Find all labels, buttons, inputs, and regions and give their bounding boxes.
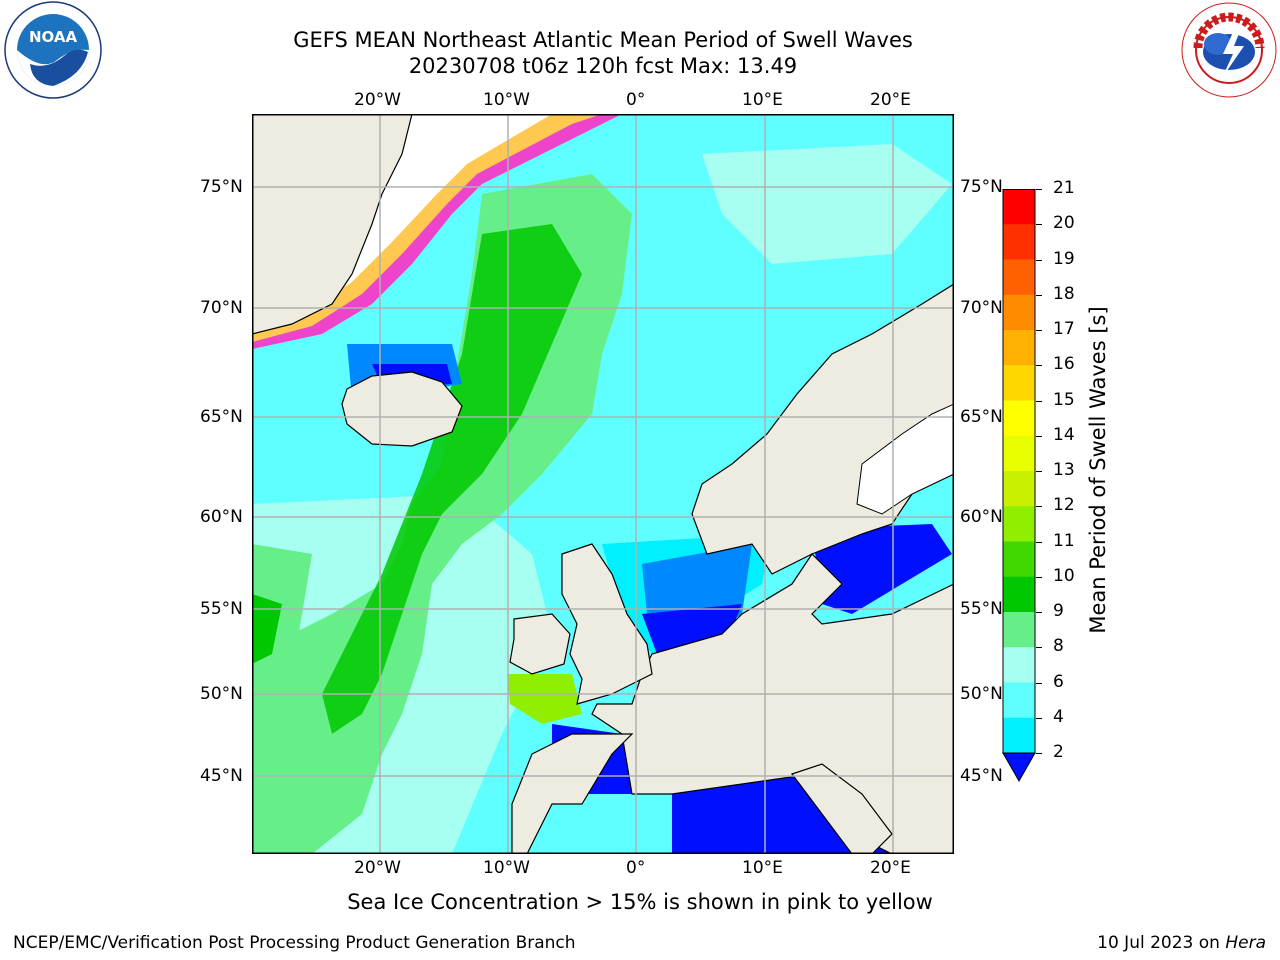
lon-label-top: 10°W <box>483 90 530 110</box>
colorbar <box>1002 189 1036 784</box>
colorbar-tick-mark <box>1036 506 1042 508</box>
colorbar-tick-mark <box>1036 471 1042 472</box>
colorbar-segment <box>1003 365 1035 401</box>
lon-label-bottom: 20°E <box>870 858 911 878</box>
colorbar-tick-mark <box>1036 294 1042 296</box>
colorbar-tick-label: 19 <box>1053 248 1075 269</box>
lat-label-left: 65°N <box>200 407 243 427</box>
colorbar-label: Mean Period of Swell Waves [s] <box>1086 306 1110 634</box>
colorbar-segment <box>1003 612 1035 648</box>
colorbar-tick-label: 9 <box>1053 601 1064 621</box>
colorbar-tick-label: 14 <box>1053 424 1075 445</box>
colorbar-tick-mark <box>1036 224 1042 226</box>
colorbar-extend-arrow <box>1002 752 1036 783</box>
colorbar-tick-mark <box>1036 576 1042 578</box>
colorbar-tick-mark <box>1036 435 1042 437</box>
lat-label-right: 75°N <box>960 177 1003 197</box>
noaa-logo: NOAA <box>2 0 104 100</box>
colorbar-tick-mark <box>1036 189 1042 190</box>
colorbar-tick-label: 12 <box>1053 495 1075 516</box>
colorbar-tick-mark <box>1036 259 1042 261</box>
lat-label-right: 65°N <box>960 407 1003 427</box>
sea-ice-note: Sea Ice Concentration > 15% is shown in … <box>347 890 933 914</box>
colorbar-segment <box>1003 435 1035 472</box>
colorbar-segment <box>1003 647 1035 683</box>
lat-label-right: 60°N <box>960 507 1003 527</box>
colorbar-tick-label: 20 <box>1053 213 1075 234</box>
colorbar-tick-label: 4 <box>1053 706 1064 727</box>
colorbar-tick-mark <box>1036 612 1042 613</box>
colorbar-segment <box>1003 294 1035 331</box>
colorbar-tick-mark <box>1036 400 1042 402</box>
colorbar-tick-mark <box>1036 682 1042 684</box>
colorbar-tick-label: 2 <box>1053 742 1064 762</box>
lat-label-left: 45°N <box>200 766 243 786</box>
colorbar-segment <box>1003 471 1035 507</box>
colorbar-segment <box>1003 224 1035 260</box>
colorbar-tick-label: 16 <box>1053 354 1075 375</box>
colorbar-segment <box>1003 682 1035 719</box>
colorbar-segment <box>1003 541 1035 578</box>
lat-label-right: 50°N <box>960 684 1003 704</box>
colorbar-tick-label: 8 <box>1053 636 1064 657</box>
colorbar-tick-label: 18 <box>1053 283 1075 304</box>
lat-label-right: 55°N <box>960 599 1003 619</box>
colorbar-tick-mark <box>1036 753 1042 754</box>
lat-label-left: 75°N <box>200 177 243 197</box>
colorbar-segment <box>1003 506 1035 542</box>
footer-date-text: 10 Jul 2023 on <box>1097 933 1226 953</box>
lat-label-left: 70°N <box>200 298 243 318</box>
colorbar-tick-label: 11 <box>1053 530 1075 551</box>
footer-date: 10 Jul 2023 on Hera <box>1097 933 1266 953</box>
lon-label-top: 10°E <box>742 90 783 110</box>
colorbar-tick-mark <box>1036 365 1042 367</box>
svg-text:NOAA: NOAA <box>29 28 78 46</box>
lon-label-bottom: 20°W <box>354 858 401 878</box>
colorbar-border <box>1002 189 1036 754</box>
map-subtitle: 20230708 t06z 120h fcst Max: 13.49 <box>408 54 798 78</box>
footer-host: Hera <box>1225 933 1266 953</box>
colorbar-segment <box>1003 330 1035 366</box>
colorbar-tick-label: 21 <box>1053 178 1075 198</box>
colorbar-tick-label: 10 <box>1053 565 1075 586</box>
lon-label-bottom: 10°W <box>483 858 530 878</box>
colorbar-tick-mark <box>1036 717 1042 719</box>
colorbar-tick-mark <box>1036 647 1042 649</box>
swell-period-map <box>251 113 955 855</box>
lon-label-bottom: 10°E <box>742 858 783 878</box>
colorbar-segment <box>1003 259 1035 296</box>
colorbar-tick-mark <box>1036 541 1042 543</box>
colorbar-segment <box>1003 189 1035 225</box>
colorbar-tick-label: 15 <box>1053 389 1075 410</box>
lat-label-left: 50°N <box>200 684 243 704</box>
lon-label-top: 0° <box>626 90 646 110</box>
lat-label-left: 60°N <box>200 507 243 527</box>
colorbar-segment <box>1003 576 1035 613</box>
lat-label-left: 55°N <box>200 599 243 619</box>
map-title: GEFS MEAN Northeast Atlantic Mean Period… <box>293 28 913 52</box>
colorbar-segment <box>1003 717 1035 754</box>
lon-label-top: 20°W <box>354 90 401 110</box>
lat-label-right: 70°N <box>960 298 1003 318</box>
lon-label-bottom: 0° <box>626 858 646 878</box>
colorbar-tick-label: 6 <box>1053 671 1064 692</box>
colorbar-tick-mark <box>1036 330 1042 331</box>
footer-credit: NCEP/EMC/Verification Post Processing Pr… <box>13 933 576 953</box>
lat-label-right: 45°N <box>960 766 1003 786</box>
lon-label-top: 20°E <box>870 90 911 110</box>
colorbar-tick-label: 17 <box>1053 319 1075 339</box>
colorbar-segment <box>1003 400 1035 437</box>
nws-logo <box>1178 0 1280 100</box>
map-panel <box>251 113 955 855</box>
colorbar-tick-label: 13 <box>1053 460 1075 480</box>
